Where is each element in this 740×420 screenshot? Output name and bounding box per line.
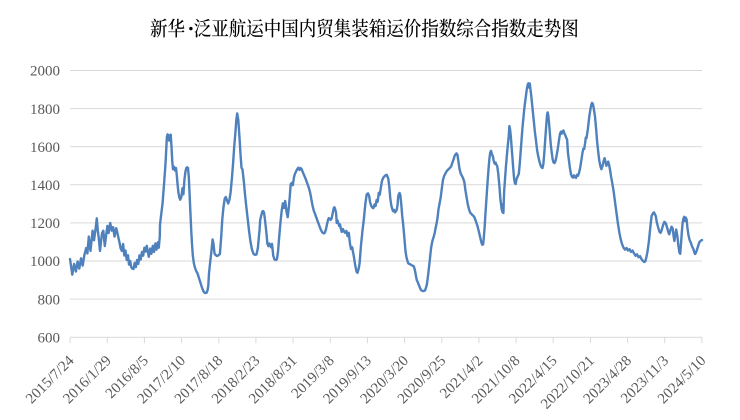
- svg-text:600: 600: [38, 330, 61, 346]
- svg-text:1600: 1600: [30, 140, 60, 156]
- svg-text:800: 800: [38, 292, 61, 308]
- svg-text:1400: 1400: [30, 178, 60, 194]
- svg-text:2000: 2000: [30, 64, 60, 80]
- svg-text:1800: 1800: [30, 102, 60, 118]
- svg-text:1200: 1200: [30, 216, 60, 232]
- svg-text:1000: 1000: [30, 254, 60, 270]
